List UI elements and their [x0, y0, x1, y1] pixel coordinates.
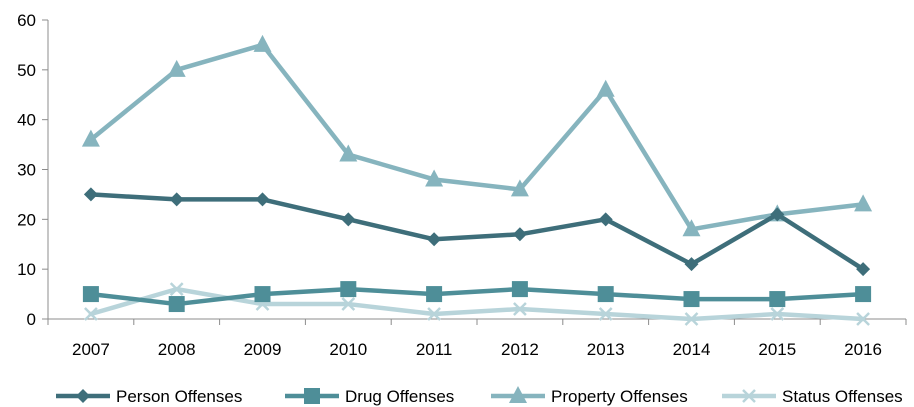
- x-tick-label: 2015: [758, 340, 796, 359]
- data-point: [596, 79, 615, 97]
- data-point: [597, 286, 614, 303]
- legend-marker: [509, 386, 527, 403]
- series-status-offenses: [84, 282, 870, 326]
- marker-stroke: [742, 389, 756, 403]
- legend-item-drug-offenses: Drug Offenses: [285, 387, 454, 406]
- series-area: [81, 34, 873, 326]
- legend-marker: [742, 389, 756, 403]
- series-line: [88, 286, 866, 307]
- legend-label: Person Offenses: [116, 387, 242, 406]
- data-point: [511, 281, 528, 298]
- legend-item-status-offenses: Status Offenses: [722, 387, 903, 406]
- data-point: [854, 194, 873, 212]
- axes: 0 10 20 30 40 50 60 2007 2008 2009 2010 2011 2012 201…: [17, 11, 907, 359]
- legend-marker: [76, 389, 90, 403]
- data-point: [770, 207, 785, 222]
- data-point: [856, 262, 871, 277]
- marker-stroke: [770, 307, 785, 321]
- marker-stroke: [427, 307, 441, 321]
- legend-item-property-offenses: Property Offenses: [491, 386, 688, 406]
- legend-label: Status Offenses: [782, 387, 903, 406]
- y-tick-label: 30: [17, 161, 36, 180]
- data-point: [770, 307, 785, 321]
- data-point: [253, 34, 272, 52]
- data-point: [169, 282, 184, 296]
- data-point: [82, 286, 99, 303]
- x-tick-label: 2007: [72, 340, 110, 359]
- x-tick-label: 2011: [416, 340, 453, 359]
- legend-label: Drug Offenses: [345, 387, 454, 406]
- x-tick-label: 2009: [244, 340, 282, 359]
- data-point: [510, 179, 529, 197]
- legend-item-person-offenses: Person Offenses: [56, 387, 242, 406]
- data-point: [81, 129, 100, 147]
- series-property-offenses: [81, 34, 873, 237]
- series-line: [88, 42, 866, 232]
- data-point: [684, 312, 699, 326]
- series-drug-offenses: [82, 281, 872, 313]
- x-tick-label: 2014: [673, 340, 711, 359]
- x-tick-label: 2016: [844, 340, 882, 359]
- data-point: [425, 169, 444, 187]
- data-point: [168, 296, 185, 313]
- data-point: [598, 212, 613, 227]
- marker-stroke: [84, 307, 98, 321]
- data-point: [683, 291, 700, 308]
- y-tick-label: 60: [17, 11, 36, 30]
- legend-marker: [304, 388, 320, 404]
- data-point: [340, 281, 357, 298]
- series-person-offenses: [83, 187, 871, 277]
- x-tick-label: 2013: [587, 340, 625, 359]
- data-point: [512, 227, 527, 242]
- data-point: [598, 307, 613, 321]
- marker-stroke: [513, 302, 527, 316]
- y-tick-label: 50: [17, 61, 36, 80]
- x-tick-label: 2010: [329, 340, 367, 359]
- data-point: [255, 192, 270, 207]
- data-point: [769, 291, 786, 308]
- data-point: [856, 312, 870, 326]
- x-tick-label: 2012: [501, 340, 539, 359]
- data-point: [341, 212, 356, 227]
- legend: Person Offenses Drug Offenses Property Off…: [56, 386, 903, 406]
- y-tick-label: 40: [17, 111, 36, 130]
- series-line: [88, 192, 866, 272]
- data-point: [682, 219, 701, 237]
- series-line: [88, 286, 866, 322]
- data-point: [427, 307, 441, 321]
- data-point: [169, 192, 184, 207]
- data-point: [427, 232, 442, 247]
- data-point: [855, 286, 872, 303]
- marker-stroke: [684, 312, 699, 326]
- legend-label: Property Offenses: [551, 387, 688, 406]
- marker-stroke: [856, 312, 870, 326]
- data-point: [167, 59, 186, 77]
- marker-stroke: [169, 282, 184, 296]
- x-tick-label: 2008: [158, 340, 196, 359]
- data-point: [254, 286, 271, 303]
- data-point: [426, 286, 443, 303]
- y-tick-label: 20: [17, 210, 36, 229]
- data-point: [84, 307, 98, 321]
- data-point: [341, 297, 356, 311]
- y-tick-label: 10: [17, 260, 36, 279]
- data-point: [339, 144, 358, 162]
- data-point: [83, 187, 98, 202]
- data-point: [684, 257, 699, 272]
- marker-stroke: [598, 307, 613, 321]
- y-tick-label: 0: [27, 310, 36, 329]
- data-point: [513, 302, 527, 316]
- marker-stroke: [341, 297, 356, 311]
